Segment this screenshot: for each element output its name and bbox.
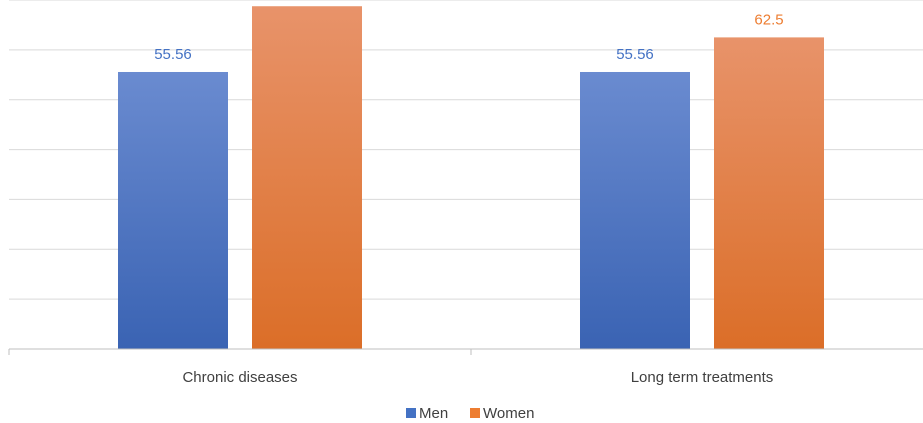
bar-men-2 (580, 71, 690, 349)
legend-swatch-women (470, 408, 480, 418)
legend-swatch-men (406, 408, 416, 418)
x-tick-label: Chronic diseases (182, 369, 297, 386)
legend-label-men: Men (419, 405, 448, 422)
data-label-men-2: 55.56 (616, 46, 654, 63)
x-tick-label: Long term treatments (631, 369, 774, 386)
bar-women-2 (714, 37, 824, 350)
data-label-men-1: 55.56 (154, 46, 192, 63)
x-axis-ticks: Chronic diseases Long term treatments (8, 349, 774, 386)
bar-men-1 (118, 71, 228, 349)
bar-women-1 (252, 6, 362, 349)
data-label-women-2: 62.5 (754, 11, 783, 28)
legend-label-women: Women (483, 405, 534, 422)
bars (118, 6, 824, 350)
legend: Men Women (406, 405, 534, 422)
